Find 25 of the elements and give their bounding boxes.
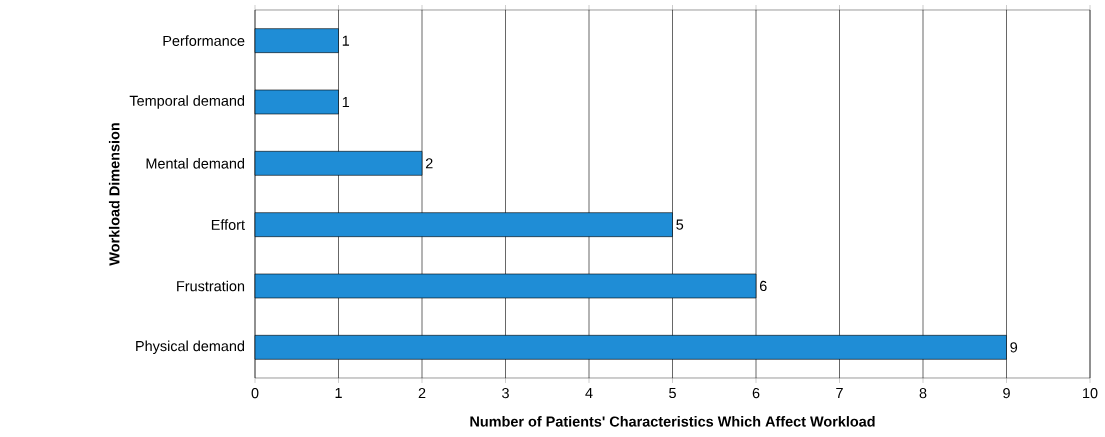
data-label: 9: [1010, 342, 1018, 353]
data-label: 1: [342, 35, 350, 46]
x-tick-label: 2: [418, 388, 426, 399]
x-tick-label: 7: [836, 388, 843, 398]
data-label: 2: [425, 158, 433, 169]
x-tick-label: 6: [752, 388, 760, 399]
y-tick-label: Frustration: [177, 280, 245, 292]
x-tick-label: 9: [1003, 388, 1010, 399]
data-label: 5: [676, 219, 684, 230]
x-tick-label: 10: [1083, 388, 1098, 399]
x-tick-label: 8: [919, 388, 927, 399]
x-tick-label: 0: [251, 388, 259, 399]
y-tick-label: Effort: [211, 219, 245, 230]
x-tick-label: 1: [335, 388, 342, 398]
y-tick-label: Mental demand: [146, 158, 245, 169]
y-axis-title: Workload Dimension: [108, 123, 120, 266]
y-tick-label: Temporal demand: [129, 95, 245, 109]
y-tick-label: Performance: [163, 35, 245, 46]
y-tick-label: Physical demand: [136, 340, 245, 355]
data-label: 6: [759, 280, 767, 292]
data-label: 1: [342, 97, 350, 107]
x-tick-label: 4: [585, 388, 593, 398]
x-axis-title: Number of Patients' Characteristics Which Affect Workload: [470, 416, 875, 427]
x-tick-label: 5: [669, 388, 676, 399]
x-tick-label: 3: [502, 388, 509, 399]
